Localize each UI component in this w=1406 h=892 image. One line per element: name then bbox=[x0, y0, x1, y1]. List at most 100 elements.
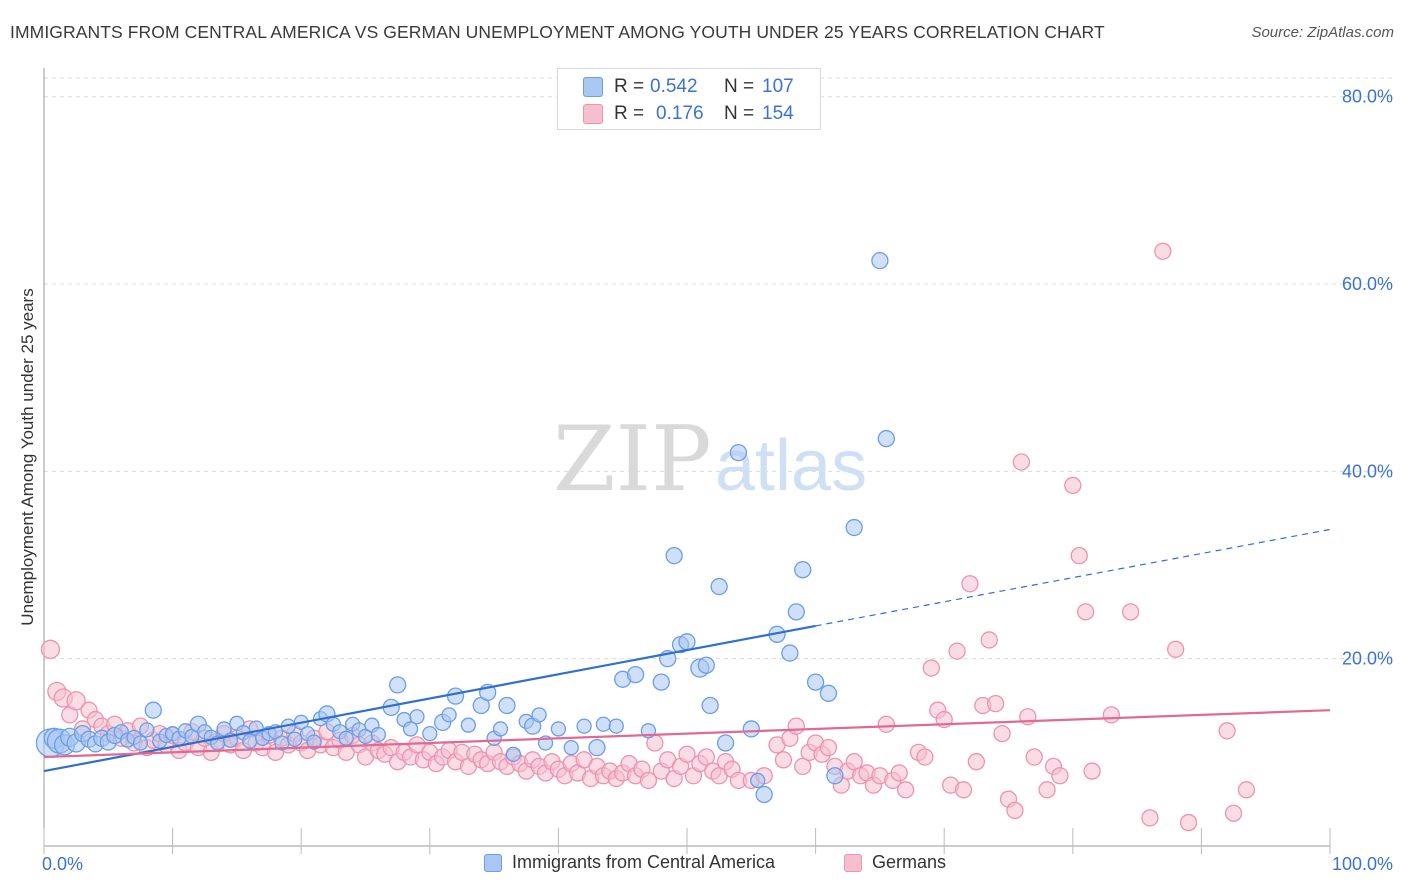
germans-point bbox=[1083, 762, 1101, 780]
germans-point bbox=[819, 739, 838, 757]
central-america-point bbox=[819, 684, 838, 702]
germans-point bbox=[1070, 547, 1088, 565]
legend: Immigrants from Central America Germans bbox=[0, 852, 1406, 878]
germans-point bbox=[916, 748, 934, 766]
r-value: 0.542 bbox=[650, 76, 698, 97]
germans-point bbox=[1012, 453, 1031, 471]
central-america-point bbox=[388, 676, 407, 694]
germans-point bbox=[986, 694, 1005, 713]
y-tick-label: 20.0% bbox=[1342, 649, 1393, 669]
gridlines bbox=[44, 77, 1394, 660]
central-america-point bbox=[787, 603, 805, 621]
watermark-zip: ZIP bbox=[553, 407, 712, 512]
legend-label: Germans bbox=[872, 852, 947, 872]
watermark-atlas: atlas bbox=[715, 426, 867, 506]
central-america-point bbox=[877, 429, 895, 448]
central-america-point bbox=[531, 707, 547, 723]
central-america-point bbox=[370, 726, 387, 743]
central-america-point bbox=[665, 547, 683, 565]
central-america-point bbox=[729, 443, 748, 462]
central-america-point bbox=[595, 716, 612, 732]
germans-point bbox=[787, 717, 805, 735]
x-tick-label: 100.0% bbox=[1332, 854, 1393, 874]
germans-point bbox=[1006, 801, 1024, 820]
central-america-points bbox=[35, 251, 895, 804]
central-america-point bbox=[550, 721, 567, 737]
germans-point bbox=[877, 715, 895, 733]
germans-point bbox=[66, 691, 86, 711]
axes bbox=[43, 68, 1331, 854]
central-america-point bbox=[608, 718, 624, 734]
central-america-point bbox=[626, 665, 645, 684]
germans-point bbox=[408, 736, 426, 754]
germans-point bbox=[961, 575, 979, 593]
germans-point bbox=[1179, 813, 1198, 832]
germans-point bbox=[1025, 748, 1043, 766]
r-value: 0.176 bbox=[656, 103, 704, 124]
central-america-point bbox=[441, 707, 457, 723]
germans-point bbox=[697, 748, 715, 766]
germans-point bbox=[890, 764, 908, 782]
central-america-point bbox=[576, 718, 592, 734]
central-america-point bbox=[287, 731, 303, 747]
germans-point bbox=[794, 757, 812, 776]
germans-point bbox=[1102, 706, 1121, 724]
germans-point bbox=[1122, 603, 1140, 621]
germans-point bbox=[954, 781, 973, 799]
germans-point bbox=[1167, 640, 1185, 658]
pink-square-icon bbox=[844, 853, 862, 872]
central-america-point bbox=[826, 767, 844, 785]
germans-point bbox=[678, 745, 696, 763]
n-value: 107 bbox=[762, 76, 794, 97]
central-america-point bbox=[701, 696, 719, 715]
central-america-point bbox=[460, 717, 477, 733]
central-america-point bbox=[338, 730, 354, 746]
central-america-point bbox=[742, 720, 760, 738]
y-axis-label: Unemployment Among Youth under 25 years bbox=[18, 288, 37, 625]
central-america-point bbox=[492, 721, 509, 737]
central-america-trend-line bbox=[43, 624, 816, 773]
germans-point bbox=[1141, 809, 1159, 827]
central-america-point bbox=[409, 709, 425, 725]
germans-point bbox=[948, 642, 966, 660]
source-label: Source: ZipAtlas.com bbox=[1251, 24, 1394, 41]
legend-item-central-america[interactable]: Immigrants from Central America bbox=[484, 852, 775, 873]
watermark: ZIP atlas bbox=[553, 407, 867, 512]
central-america-point bbox=[710, 577, 728, 596]
germans-point bbox=[896, 781, 915, 799]
central-america-trend-extension bbox=[815, 528, 1331, 627]
germans-point bbox=[1218, 722, 1236, 740]
correlation-stats-box: R = 0.542 N = 107 R = 0.176 N = 154 bbox=[557, 68, 821, 130]
chart-title: IMMIGRANTS FROM CENTRAL AMERICA VS GERMA… bbox=[10, 22, 1105, 42]
central-america-point bbox=[588, 739, 606, 757]
germans-point bbox=[967, 753, 985, 771]
tick-labels: 20.0% 40.0% 60.0% 80.0% 0.0% 100.0% bbox=[42, 87, 1393, 874]
central-america-point bbox=[132, 735, 149, 751]
central-america-point bbox=[871, 251, 889, 270]
y-tick-label: 80.0% bbox=[1342, 87, 1393, 107]
central-america-point bbox=[781, 644, 799, 662]
n-value: 154 bbox=[762, 103, 794, 124]
germans-point bbox=[980, 631, 998, 649]
central-america-point bbox=[505, 746, 522, 762]
central-america-point bbox=[563, 740, 579, 756]
germans-point bbox=[922, 659, 940, 677]
central-america-point bbox=[402, 721, 419, 737]
germans-point bbox=[845, 753, 863, 771]
germans-point bbox=[1237, 781, 1256, 799]
legend-item-germans[interactable]: Germans bbox=[844, 852, 946, 873]
central-america-point bbox=[216, 721, 232, 737]
central-america-point bbox=[139, 722, 155, 738]
central-america-point bbox=[242, 733, 258, 749]
germans-point bbox=[40, 639, 61, 659]
central-america-point bbox=[678, 633, 696, 651]
r-label: R = bbox=[614, 76, 645, 97]
germans-trend-line bbox=[43, 709, 1331, 759]
central-america-point bbox=[806, 673, 825, 691]
germans-point bbox=[1077, 603, 1095, 621]
germans-point bbox=[1038, 781, 1056, 799]
central-america-point bbox=[794, 561, 812, 579]
y-tick-label: 40.0% bbox=[1342, 461, 1393, 481]
central-america-point bbox=[306, 734, 322, 750]
central-america-point bbox=[716, 734, 735, 752]
